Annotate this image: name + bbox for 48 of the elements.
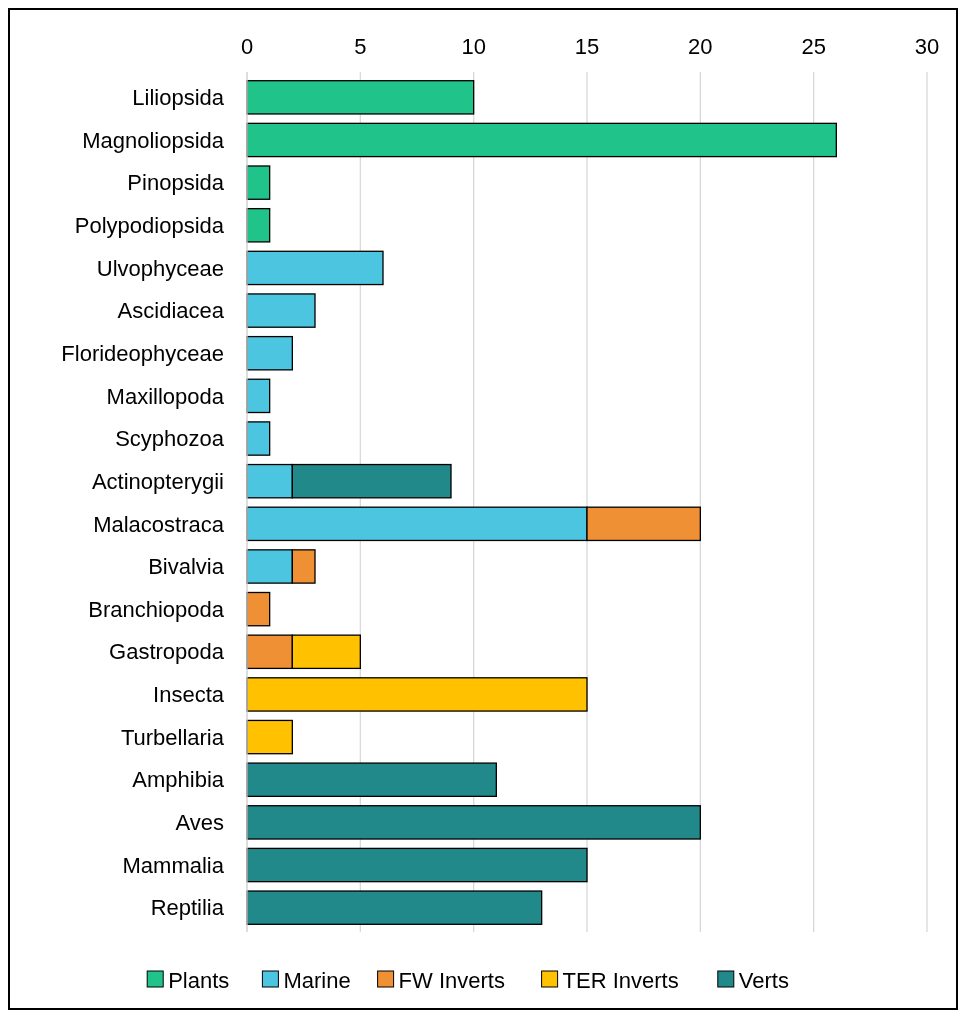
y-tick-label: Reptilia	[150, 895, 225, 921]
y-tick-label: Florideophyceae	[61, 340, 224, 366]
legend-label: Plants	[168, 967, 230, 993]
y-tick-label: Scyphozoa	[115, 426, 225, 452]
bar	[246, 122, 837, 158]
y-tick-label: Bivalvia	[148, 554, 225, 580]
legend-label: Marine	[283, 967, 351, 993]
bar	[246, 719, 293, 755]
bar	[246, 591, 271, 627]
y-tick-label: Mammalia	[122, 852, 225, 878]
y-tick-label: Gastropoda	[109, 639, 225, 665]
x-tick-label: 30	[914, 34, 940, 59]
bar	[246, 293, 316, 328]
bar	[246, 677, 588, 712]
x-tick-label: 5	[354, 34, 367, 59]
y-tick-label: Maxillopoda	[106, 383, 225, 409]
x-tick-label: 0	[240, 34, 254, 59]
x-tick-label: 25	[801, 34, 826, 59]
y-tick-label: Magnoliopsida	[82, 127, 225, 153]
y-tick-label: Aves	[175, 810, 224, 836]
x-tick-label: 10	[461, 34, 486, 59]
bar	[246, 847, 588, 883]
y-tick-label: Turbellaria	[120, 724, 225, 750]
bar	[246, 805, 701, 840]
y-tick-label: Malacostraca	[93, 511, 225, 537]
y-tick-label: Insecta	[153, 682, 225, 708]
y-tick-label: Ulvophyceae	[96, 255, 224, 281]
bar	[246, 250, 384, 286]
bar	[246, 335, 293, 371]
bar	[246, 421, 271, 456]
legend-label: Verts	[738, 967, 789, 993]
x-tick-label: 20	[688, 34, 713, 59]
y-tick-label: Liliopsida	[132, 85, 225, 111]
y-tick-label: Ascidiacea	[117, 298, 225, 324]
bar	[246, 890, 543, 925]
legend-label: FW Inverts	[398, 967, 505, 993]
bar	[246, 165, 271, 200]
bar	[246, 207, 271, 243]
y-tick-label: Branchiopoda	[88, 596, 225, 622]
y-tick-label: Pinopsida	[127, 170, 225, 196]
y-tick-label: Polypodiopsida	[74, 212, 225, 238]
y-tick-label: Actinopterygii	[91, 468, 224, 494]
y-tick-label: Amphibia	[132, 767, 225, 793]
bar	[246, 378, 271, 414]
bar	[246, 762, 497, 798]
legend-label: TER Inverts	[562, 967, 679, 993]
x-tick-label: 15	[574, 34, 600, 59]
bar	[246, 80, 475, 115]
